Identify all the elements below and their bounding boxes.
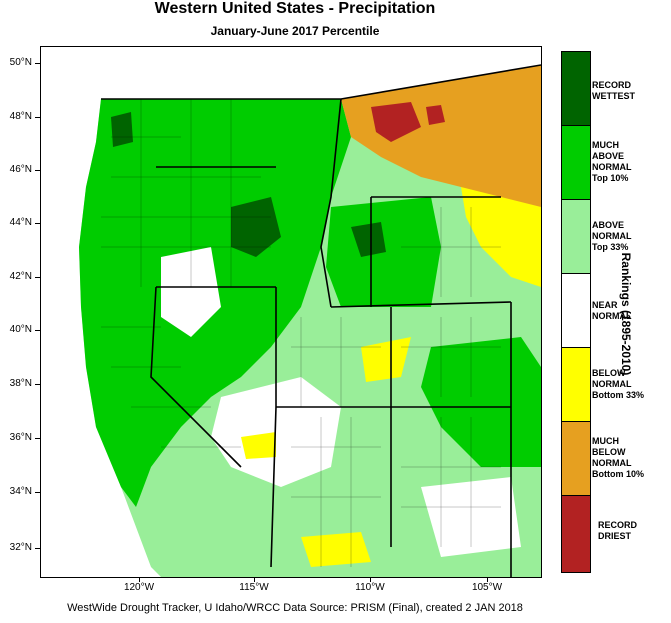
county-lines: [101, 99, 501, 567]
lat-tick: [35, 223, 40, 224]
record-driest-montana-east: [426, 105, 445, 125]
legend-swatch-record-driest: [562, 496, 590, 572]
below-normal-dakotas: [461, 187, 541, 287]
footer-credit: WestWide Drought Tracker, U Idaho/WRCC D…: [67, 602, 523, 614]
legend-label-record-driest: RECORD DRIEST: [598, 520, 638, 541]
legend-swatch-near-normal: [562, 274, 590, 348]
legend-swatch-below-normal: [562, 348, 590, 422]
legend-swatch-record-wettest: [562, 52, 590, 126]
lat-label-34n: 34°N: [9, 486, 32, 497]
lat-label-40n: 40°N: [9, 324, 32, 335]
legend-label-below-normal: BELOW NORMAL Bottom 33%: [592, 368, 645, 400]
lon-tick: [370, 577, 371, 582]
record-wettest-wyoming: [351, 222, 386, 257]
below-normal-arizona: [301, 532, 371, 567]
lat-label-50n: 50°N: [9, 57, 32, 68]
lat-tick: [35, 277, 40, 278]
lat-label-32n: 32°N: [9, 542, 32, 553]
record-wettest-washington: [111, 112, 133, 147]
legend-label-much-above-normal: MUCH ABOVE NORMAL Top 10%: [592, 140, 632, 183]
legend-swatch-much-below-normal: [562, 422, 590, 496]
lat-label-46n: 46°N: [9, 164, 32, 175]
much-below-normal-montana: [341, 65, 541, 217]
below-normal-utah: [361, 337, 411, 382]
lon-tick: [487, 577, 488, 582]
legend-swatch-above-normal: [562, 200, 590, 274]
lat-tick: [35, 548, 40, 549]
lat-label-48n: 48°N: [9, 111, 32, 122]
lat-tick: [35, 63, 40, 64]
legend-label-above-normal: ABOVE NORMAL Top 33%: [592, 220, 632, 252]
lat-label-42n: 42°N: [9, 271, 32, 282]
lat-tick: [35, 117, 40, 118]
legend-colorbar: [561, 51, 591, 573]
precipitation-map: [40, 46, 542, 578]
lat-label-36n: 36°N: [9, 432, 32, 443]
legend-label-near-normal: NEAR NORMAL: [592, 300, 632, 321]
lon-label-110w: 110°W: [355, 582, 385, 593]
legend-title: Rankings (1895-2010): [619, 252, 633, 376]
lat-label-44n: 44°N: [9, 217, 32, 228]
lon-label-120w: 120°W: [123, 582, 155, 593]
record-driest-montana: [371, 102, 421, 142]
below-normal-nm: [241, 432, 276, 459]
lat-tick: [35, 384, 40, 385]
lon-label-115w: 115°W: [239, 582, 269, 593]
lat-tick: [35, 492, 40, 493]
lat-tick: [35, 170, 40, 171]
lat-label-38n: 38°N: [9, 378, 32, 389]
lat-tick: [35, 438, 40, 439]
record-wettest-idaho: [231, 197, 281, 257]
legend-label-record-wettest: RECORD WETTEST: [592, 80, 635, 101]
state-borders: [101, 64, 541, 577]
near-normal-nevada: [161, 247, 221, 337]
lat-tick: [35, 330, 40, 331]
legend-swatch-much-above-normal: [562, 126, 590, 200]
lon-label-105w: 105°W: [471, 582, 503, 593]
legend-label-much-below-normal: MUCH BELOW NORMAL Bottom 10%: [592, 436, 645, 479]
map-title: Western United States - Precipitation: [154, 0, 436, 17]
lon-tick: [254, 577, 255, 582]
lon-tick: [139, 577, 140, 582]
map-graphic: [41, 47, 541, 577]
map-subtitle: January-June 2017 Percentile: [210, 24, 380, 38]
